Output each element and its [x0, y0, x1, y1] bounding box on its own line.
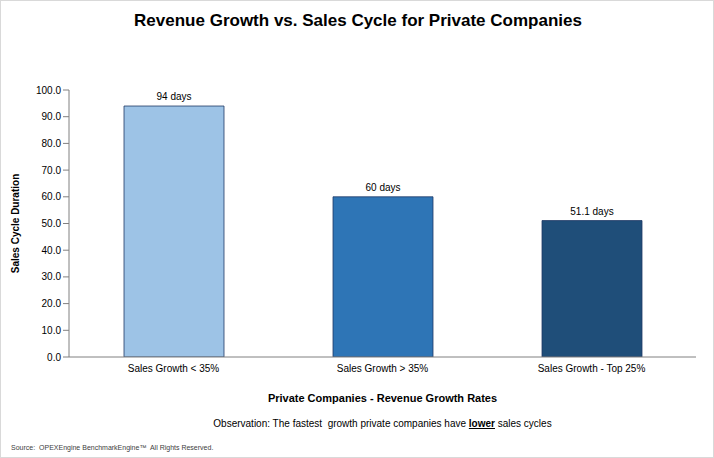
- svg-text:Sales Cycle Duration: Sales Cycle Duration: [10, 174, 21, 273]
- svg-text:90.0: 90.0: [42, 111, 62, 122]
- svg-text:10.0: 10.0: [42, 325, 62, 336]
- svg-text:30.0: 30.0: [42, 271, 62, 282]
- html-text:Source: OPEXEngine BenchmarkEn: Source: OPEXEngine BenchmarkEngine™ All …: [11, 444, 214, 451]
- svg-text:20.0: 20.0: [42, 298, 62, 309]
- svg-text:60 days: 60 days: [365, 182, 400, 193]
- svg-text:40.0: 40.0: [42, 245, 62, 256]
- svg-text:100.0: 100.0: [36, 85, 61, 96]
- svg-text:70.0: 70.0: [42, 165, 62, 176]
- svg-text:51.1 days: 51.1 days: [570, 206, 613, 217]
- html-text:Observation: The fastest growt: Observation: The fastest growth private …: [213, 418, 552, 429]
- svg-text:0.0: 0.0: [47, 352, 61, 363]
- svg-text:50.0: 50.0: [42, 218, 62, 229]
- svg-text:Sales Growth < 35%: Sales Growth < 35%: [128, 363, 220, 374]
- html-text:Private Companies - Revenue Gr: Private Companies - Revenue Growth Rates: [267, 392, 498, 404]
- html-text:Revenue Growth vs. Sales Cycle: Revenue Growth vs. Sales Cycle for Priva…: [134, 11, 582, 30]
- svg-text:80.0: 80.0: [42, 138, 62, 149]
- svg-text:Sales Growth > 35%: Sales Growth > 35%: [337, 363, 429, 374]
- svg-text:60.0: 60.0: [42, 191, 62, 202]
- svg-text:Sales Growth - Top 25%: Sales Growth - Top 25%: [538, 363, 646, 374]
- svg-text:94 days: 94 days: [156, 91, 191, 102]
